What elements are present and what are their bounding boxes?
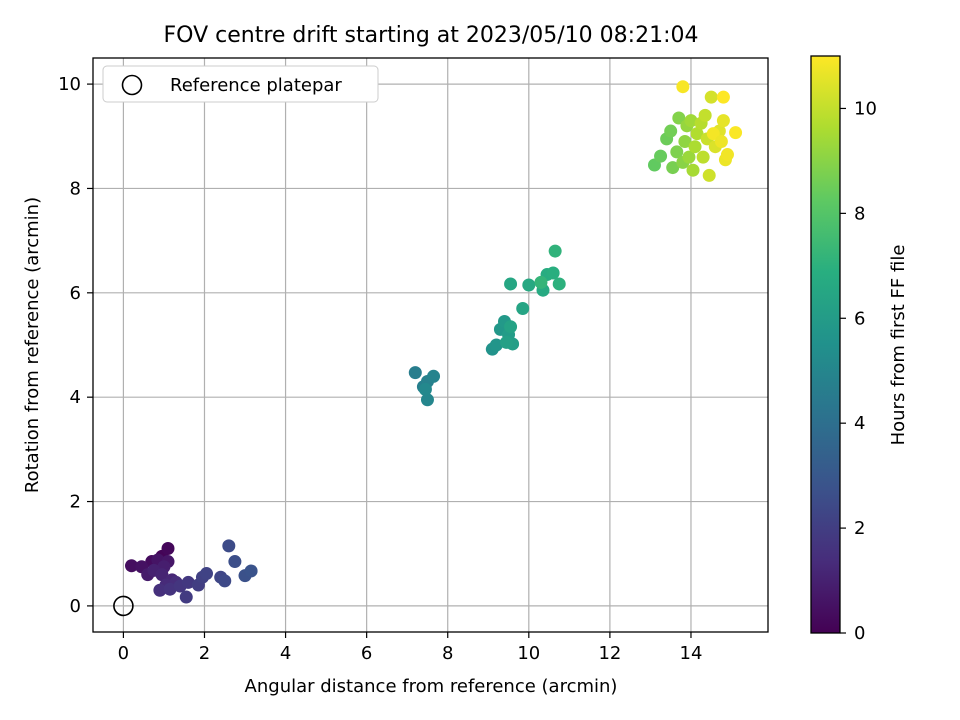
- scatter-point: [161, 542, 175, 556]
- x-tick-label: 10: [517, 643, 540, 664]
- colorbar: 0 2 4 6 8 10 Hours from first FF file: [810, 55, 909, 644]
- scatter-point: [548, 244, 562, 258]
- y-tick-label: 6: [70, 283, 81, 304]
- scatter-point: [155, 568, 169, 582]
- scatter-points: [125, 80, 743, 604]
- legend: Reference platepar: [102, 65, 379, 103]
- scatter-point: [676, 80, 690, 94]
- scatter-point: [716, 114, 730, 128]
- scatter-point: [702, 168, 716, 182]
- scatter-point: [682, 150, 696, 164]
- colorbar-tick-label: 6: [854, 308, 865, 329]
- scatter-point: [125, 559, 139, 573]
- scatter-point: [427, 369, 441, 383]
- y-tick-label: 4: [70, 387, 81, 408]
- legend-frame: [102, 65, 379, 103]
- scatter-point: [516, 301, 530, 315]
- colorbar-tick-label: 0: [854, 623, 865, 644]
- scatter-point: [504, 320, 518, 334]
- scatter-point: [408, 366, 422, 380]
- colorbar-tick-label: 8: [854, 203, 865, 224]
- scatter-point: [534, 275, 548, 289]
- y-tick-label: 8: [70, 178, 81, 199]
- scatter-point: [716, 90, 730, 104]
- scatter-point: [696, 150, 710, 164]
- scatter-point: [153, 583, 167, 597]
- scatter-point: [684, 114, 698, 128]
- scatter-point: [420, 393, 434, 407]
- y-tick-label: 0: [70, 596, 81, 617]
- scatter-point: [222, 539, 236, 553]
- y-tick-label: 10: [58, 74, 81, 95]
- scatter-point: [500, 335, 514, 349]
- x-tick-label: 14: [680, 643, 703, 664]
- scatter-point: [672, 111, 686, 125]
- scatter-point: [218, 574, 232, 588]
- x-tick-label: 6: [361, 643, 372, 664]
- x-tick-label: 2: [199, 643, 210, 664]
- y-tick-label: 2: [70, 492, 81, 513]
- scatter-point: [688, 140, 702, 154]
- scatter-point: [720, 148, 734, 162]
- legend-entry-reference: Reference platepar: [170, 75, 342, 96]
- scatter-point: [654, 149, 668, 163]
- scatter-point: [522, 278, 536, 292]
- scatter-point: [704, 90, 718, 104]
- scatter-point: [489, 338, 503, 352]
- colorbar-gradient: [811, 56, 840, 633]
- scatter-point: [729, 126, 743, 140]
- scatter-point: [163, 582, 177, 596]
- colorbar-tick-label: 4: [854, 413, 865, 434]
- colorbar-tick-label: 2: [854, 518, 865, 539]
- scatter-point: [666, 161, 680, 175]
- scatter-point: [706, 127, 720, 141]
- plot-frame: [92, 57, 769, 633]
- scatter-point: [181, 575, 195, 589]
- scatter-point: [179, 590, 193, 604]
- chart-title: FOV centre drift starting at 2023/05/10 …: [164, 23, 699, 48]
- colorbar-tick-label: 10: [854, 98, 877, 119]
- scatter-point: [686, 163, 700, 177]
- scatter-point: [546, 266, 560, 280]
- scatter-point: [714, 134, 728, 148]
- scatter-point: [690, 127, 704, 141]
- x-tick-label: 12: [598, 643, 621, 664]
- x-axis-ticks: 0 2 4 6 8 10 12 14: [118, 632, 703, 664]
- legend-marker: [121, 74, 143, 96]
- scatter-point: [670, 145, 684, 159]
- x-tick-label: 0: [118, 643, 129, 664]
- reference-marker: [113, 595, 134, 617]
- colorbar-label: Hours from first FF file: [888, 245, 909, 446]
- colorbar-ticks: 0 2 4 6 8 10: [840, 98, 877, 644]
- y-axis-ticks: 0 2 4 6 8 10: [58, 74, 93, 617]
- scatter-point: [244, 564, 258, 578]
- x-axis-label: Angular distance from reference (arcmin): [245, 676, 618, 697]
- scatter-point: [418, 382, 432, 396]
- scatter-point: [698, 108, 712, 122]
- scatter-point: [200, 567, 214, 581]
- scatter-point: [678, 134, 692, 148]
- colorbar-frame: [810, 55, 841, 634]
- x-tick-label: 4: [280, 643, 291, 664]
- scatter-point: [228, 555, 242, 569]
- scatter-point: [504, 277, 518, 291]
- scatter-point: [664, 124, 678, 138]
- x-tick-label: 8: [442, 643, 453, 664]
- scatter-point: [552, 277, 566, 291]
- y-axis-label: Rotation from reference (arcmin): [22, 197, 43, 493]
